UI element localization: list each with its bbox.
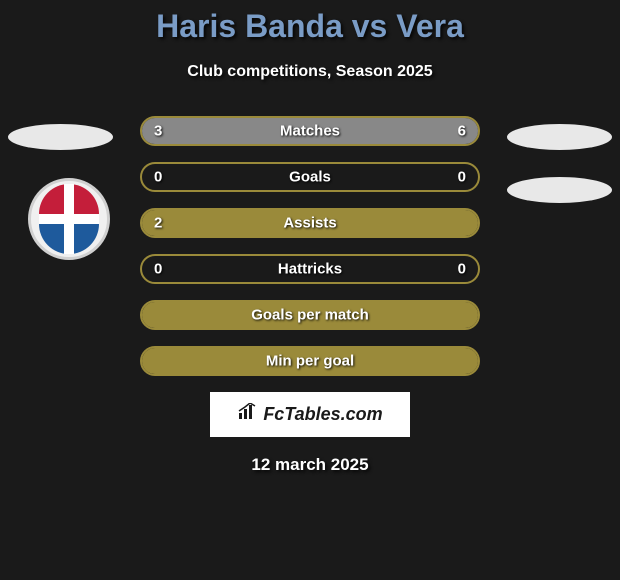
club-badge-icon xyxy=(28,178,110,260)
stat-label: Matches xyxy=(280,123,340,140)
stat-bar-assists: 2 Assists xyxy=(140,208,480,238)
page-title: Haris Banda vs Vera xyxy=(0,8,620,45)
stat-bar-matches: 3 Matches 6 xyxy=(140,116,480,146)
chart-icon xyxy=(237,403,259,426)
stat-bar-min-per-goal: Min per goal xyxy=(140,346,480,376)
stat-bar-hattricks: 0 Hattricks 0 xyxy=(140,254,480,284)
badge-shield xyxy=(39,184,99,254)
stat-value-right: 6 xyxy=(458,123,466,140)
stats-container: 3 Matches 6 0 Goals 0 2 Assists 0 Hattri… xyxy=(140,116,480,376)
page-subtitle: Club competitions, Season 2025 xyxy=(0,63,620,81)
stat-label: Goals xyxy=(289,169,331,186)
stat-bar-goals-per-match: Goals per match xyxy=(140,300,480,330)
player-left-ellipse xyxy=(8,124,113,150)
stat-label: Min per goal xyxy=(266,353,354,370)
player-right-ellipse-1 xyxy=(507,124,612,150)
stat-label: Hattricks xyxy=(278,261,342,278)
logo-text: FcTables.com xyxy=(263,404,382,425)
stat-value-left: 3 xyxy=(154,123,162,140)
stat-value-left: 2 xyxy=(154,215,162,232)
stat-value-left: 0 xyxy=(154,261,162,278)
stat-value-right: 0 xyxy=(458,169,466,186)
stat-value-left: 0 xyxy=(154,169,162,186)
stat-label: Goals per match xyxy=(251,307,369,324)
comparison-infographic: Haris Banda vs Vera Club competitions, S… xyxy=(0,0,620,580)
stat-label: Assists xyxy=(283,215,336,232)
fctables-logo: FcTables.com xyxy=(210,392,410,437)
date-label: 12 march 2025 xyxy=(0,455,620,475)
stat-bar-goals: 0 Goals 0 xyxy=(140,162,480,192)
player-right-ellipse-2 xyxy=(507,177,612,203)
stat-value-right: 0 xyxy=(458,261,466,278)
